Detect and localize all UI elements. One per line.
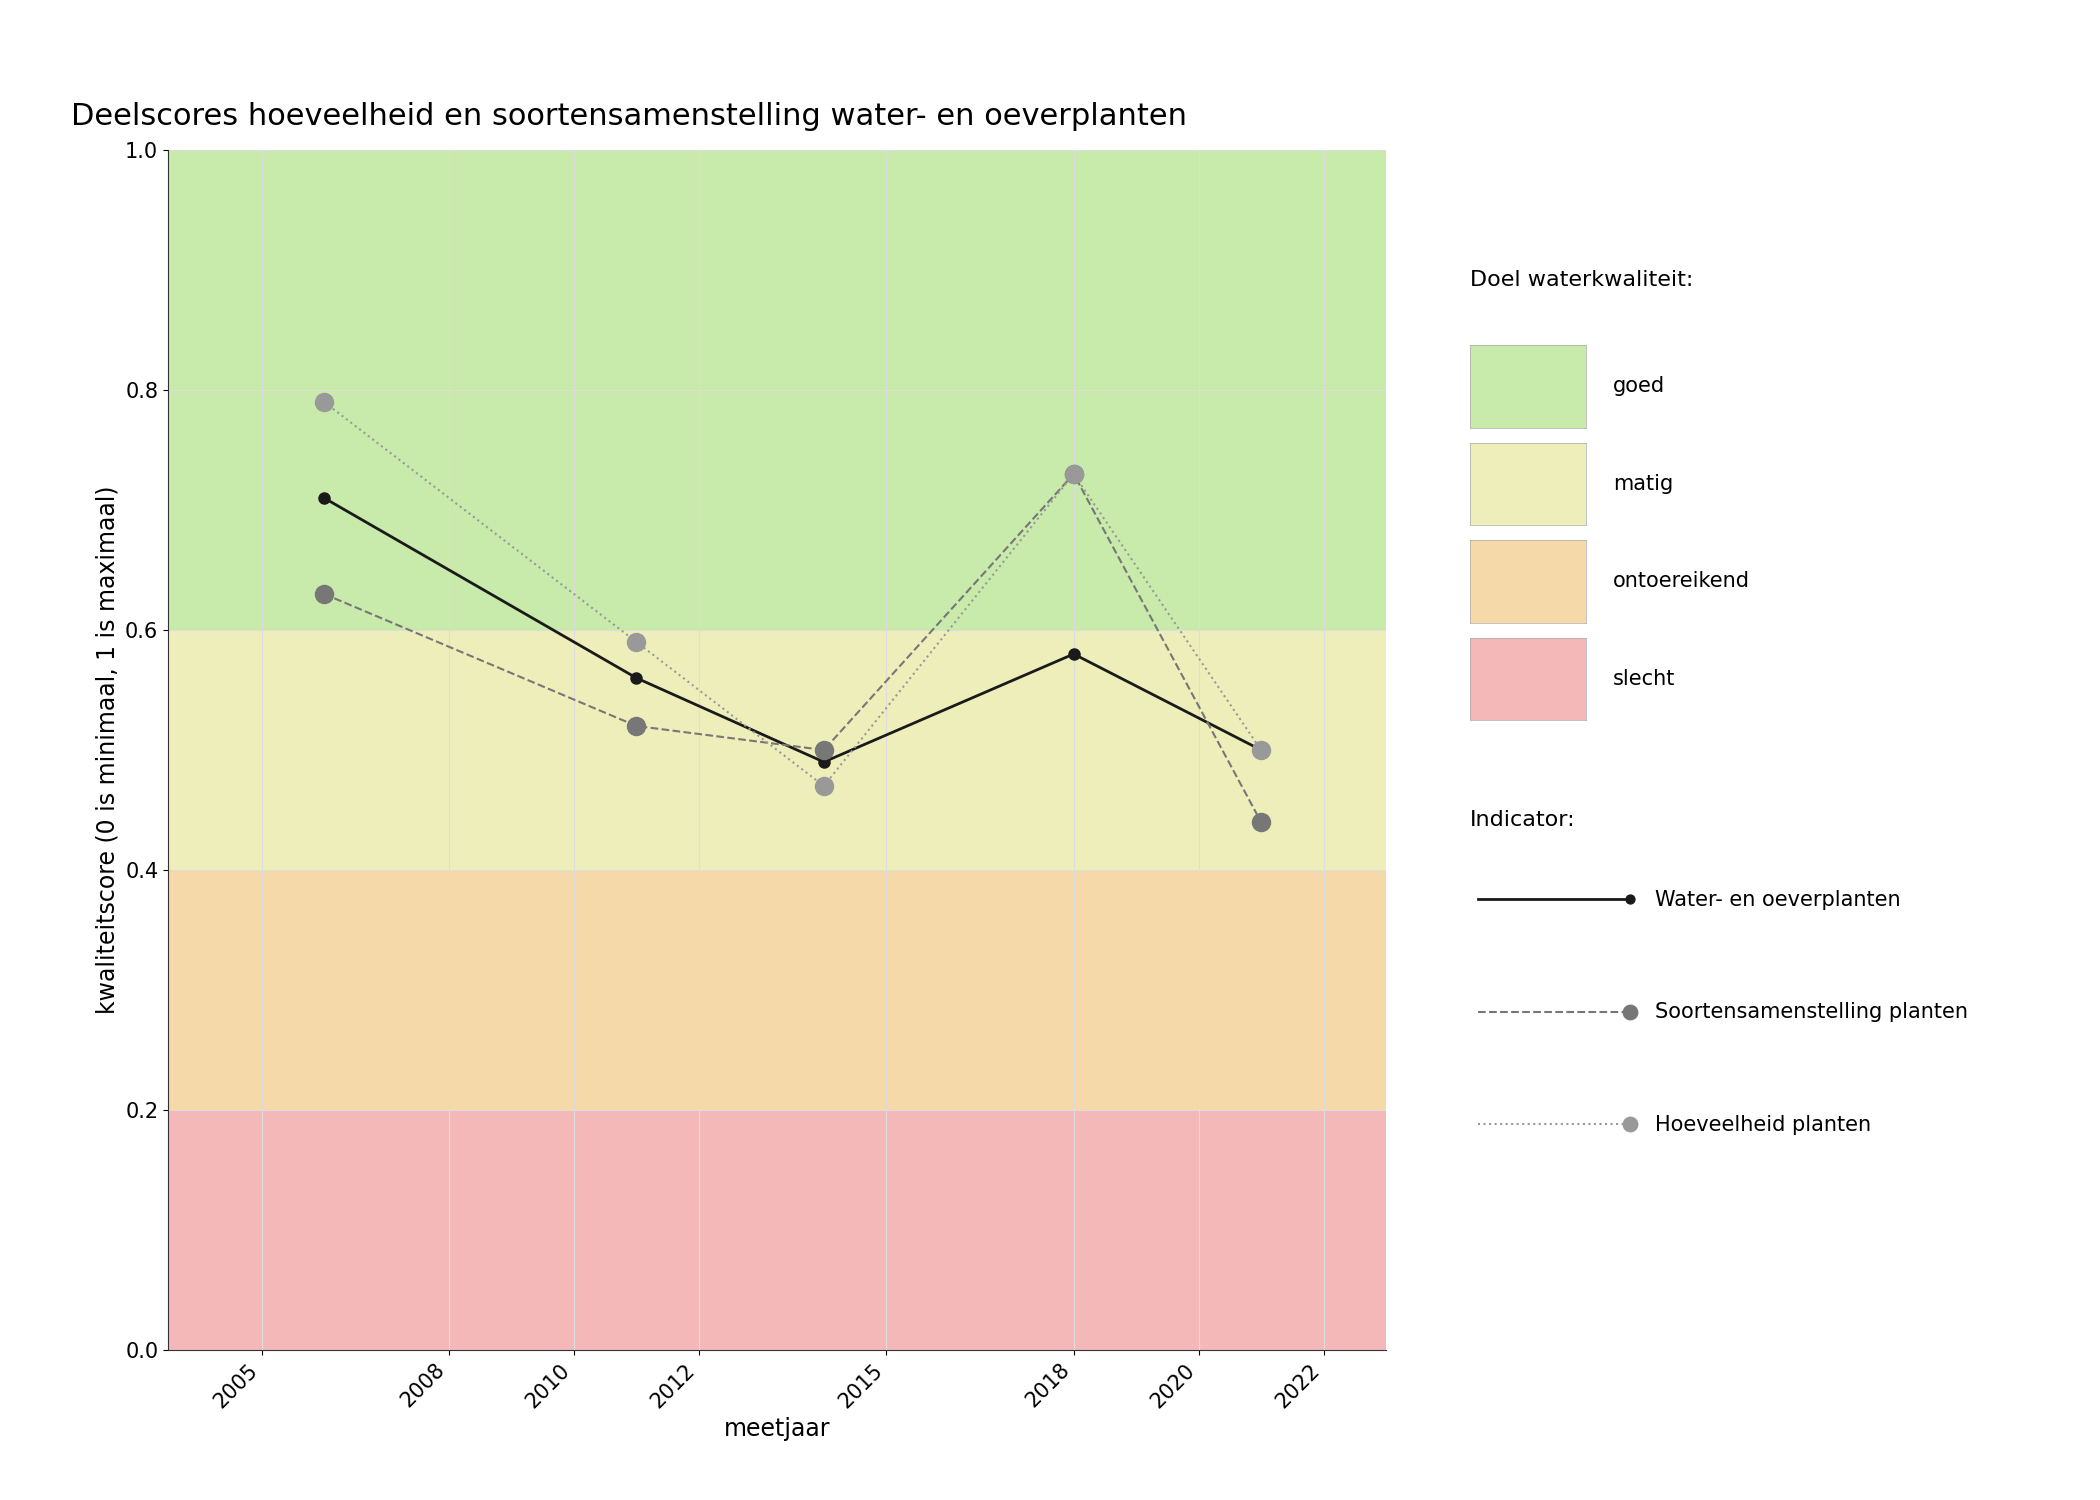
Text: Soortensamenstelling planten: Soortensamenstelling planten	[1655, 1002, 1968, 1023]
Text: matig: matig	[1613, 474, 1674, 494]
Text: slecht: slecht	[1613, 669, 1676, 688]
Text: ontoereikend: ontoereikend	[1613, 572, 1749, 591]
Bar	[168, 870, 1386, 1110]
Text: Deelscores hoeveelheid en soortensamenstelling water- en oeverplanten: Deelscores hoeveelheid en soortensamenst…	[71, 102, 1186, 130]
Y-axis label: kwaliteitscore (0 is minimaal, 1 is maximaal): kwaliteitscore (0 is minimaal, 1 is maxi…	[94, 486, 120, 1014]
Bar	[168, 150, 1386, 630]
Bar	[168, 630, 1386, 870]
X-axis label: meetjaar: meetjaar	[724, 1418, 830, 1442]
Text: Indicator:: Indicator:	[1470, 810, 1575, 830]
Bar	[168, 1110, 1386, 1350]
Text: goed: goed	[1613, 376, 1665, 396]
Text: Hoeveelheid planten: Hoeveelheid planten	[1655, 1114, 1871, 1136]
Text: Water- en oeverplanten: Water- en oeverplanten	[1655, 890, 1901, 910]
Text: Doel waterkwaliteit:: Doel waterkwaliteit:	[1470, 270, 1693, 290]
